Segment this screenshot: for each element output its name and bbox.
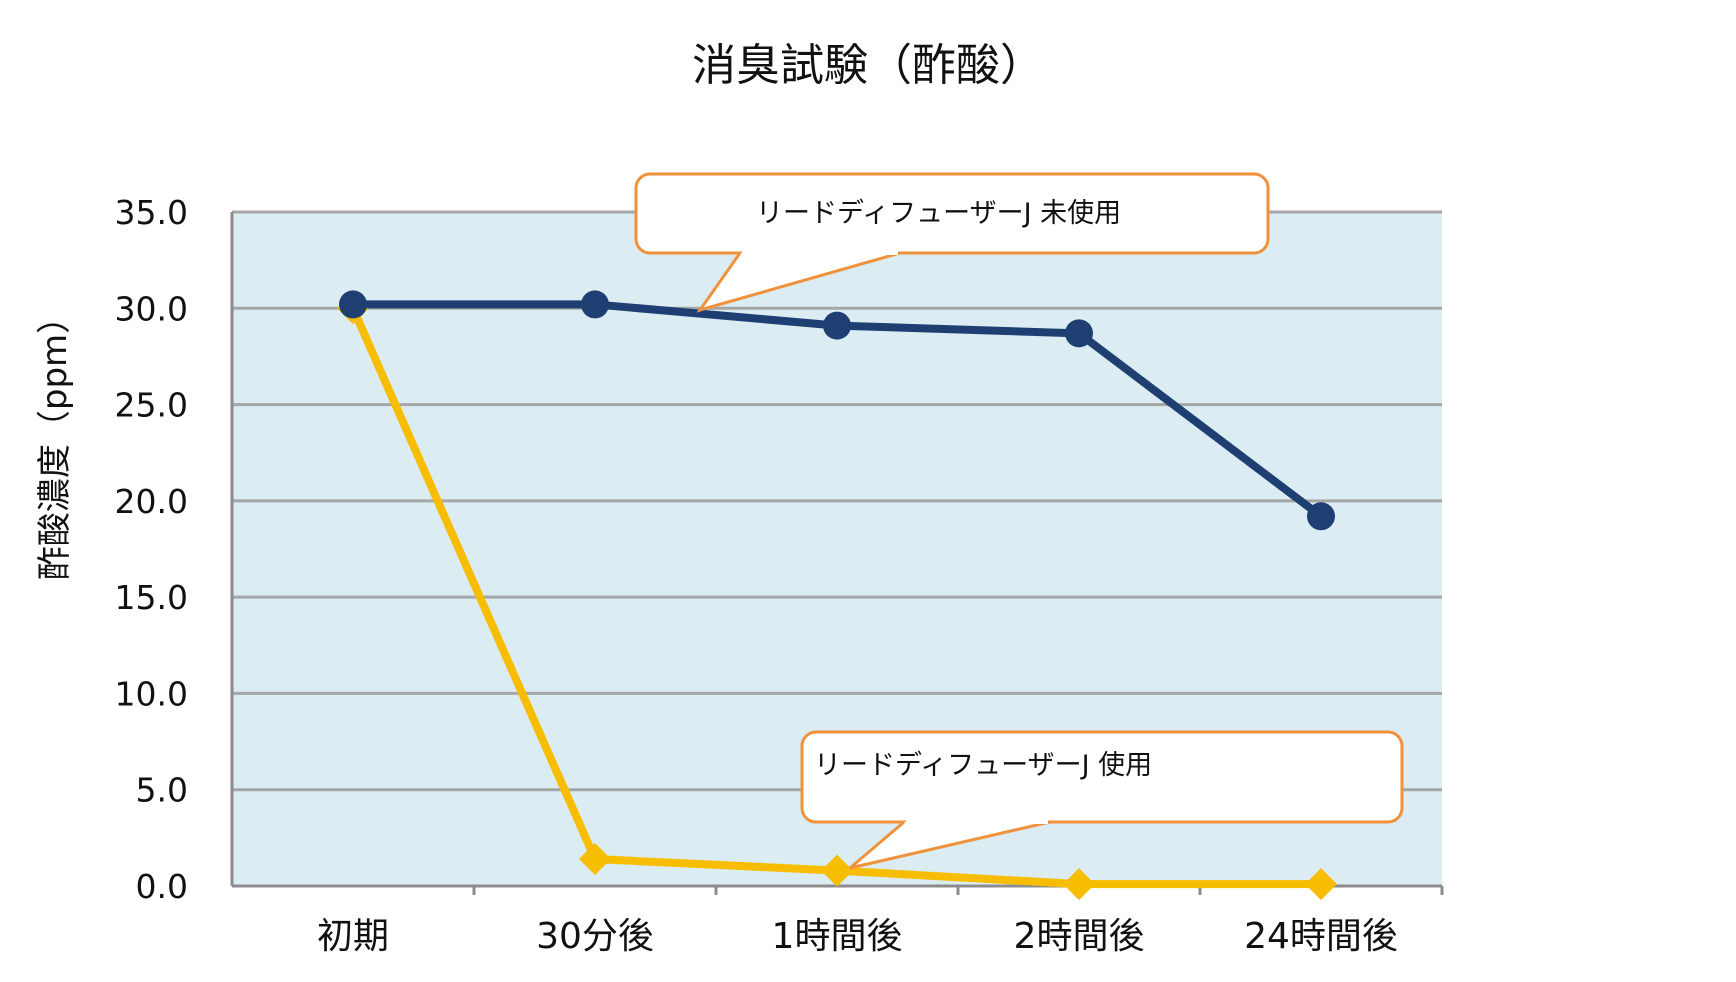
data-point [821, 854, 853, 887]
callout: リードディフューザーJ 未使用 [634, 172, 1270, 313]
callout: リードディフューザーJ 使用 [800, 730, 1404, 870]
y-tick-label: 10.0 [115, 674, 188, 713]
chart-title: 消臭試験（酢酸） [692, 40, 1044, 91]
y-tick-labels: 0.0 5.0 10.0 15.0 20.0 25.0 30.0 35.0 [115, 193, 188, 906]
series-layer [337, 290, 1337, 901]
data-point [1063, 868, 1095, 901]
y-tick-label: 25.0 [115, 386, 188, 425]
data-point [581, 290, 609, 319]
callout-box [634, 172, 1270, 255]
data-point [823, 311, 851, 340]
data-point [1065, 319, 1093, 348]
y-tick-label: 5.0 [136, 771, 188, 810]
callout-label: リードディフューザーJ 使用 [814, 750, 1152, 781]
x-category-label: 30分後 [536, 916, 654, 957]
y-tick-label: 0.0 [136, 867, 188, 906]
callout-pointer [696, 251, 901, 313]
callout-box [800, 730, 1404, 824]
x-category-label: 2時間後 [1014, 916, 1145, 957]
y-tick-label: 15.0 [115, 578, 188, 617]
x-category-labels: 初期 30分後 1時間後 2時間後 24時間後 [317, 916, 1398, 957]
x-category-label: 初期 [317, 916, 389, 957]
data-point [1305, 868, 1337, 901]
data-point [1307, 502, 1335, 531]
y-tick-label: 35.0 [115, 193, 188, 232]
y-axis-label: 酢酸濃度（ppm） [35, 300, 75, 580]
callout-pointer [849, 820, 1051, 870]
x-category-label: 1時間後 [772, 916, 903, 957]
data-point [579, 843, 611, 876]
data-point [339, 290, 367, 319]
x-category-label: 24時間後 [1244, 916, 1398, 957]
y-tick-label: 20.0 [115, 482, 188, 521]
callout-label: リードディフューザーJ 未使用 [756, 198, 1121, 229]
y-tick-label: 30.0 [115, 289, 188, 328]
series [339, 290, 1335, 531]
